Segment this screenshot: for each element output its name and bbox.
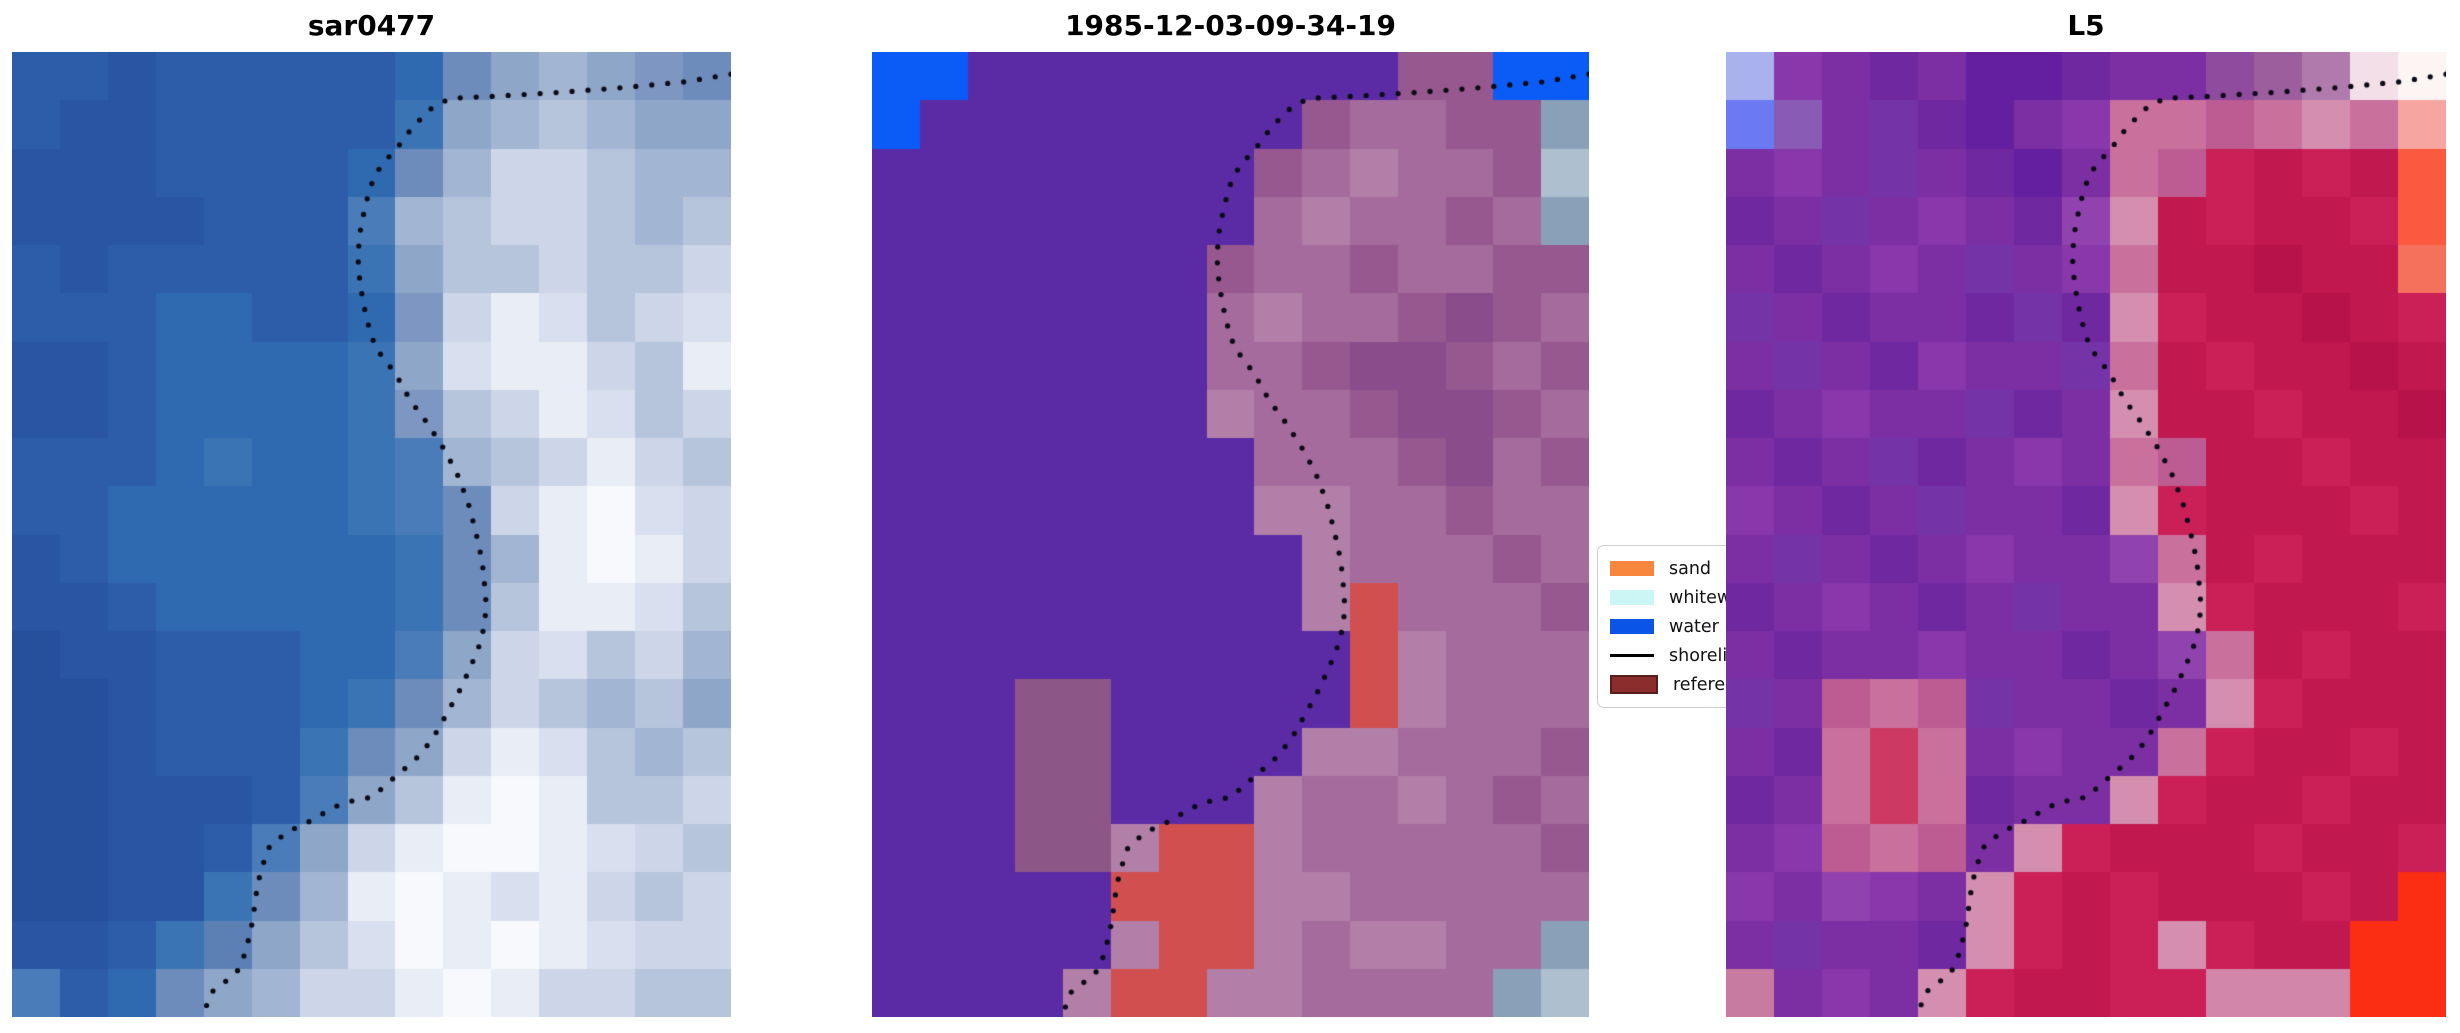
l5-image-canvas bbox=[1726, 52, 2446, 1017]
panel-l5-title: L5 bbox=[2067, 9, 2105, 42]
panel-classified-title: 1985-12-03-09-34-19 bbox=[1065, 9, 1396, 42]
legend-entry-water: water bbox=[1610, 612, 1818, 641]
panel-sar-title: sar0477 bbox=[307, 9, 436, 42]
classified-image-canvas bbox=[872, 52, 1589, 1017]
panel-sar: sar0477 bbox=[12, 0, 731, 1017]
reference-swatch-icon bbox=[1610, 675, 1658, 694]
sar-image-canvas bbox=[12, 52, 731, 1017]
legend-label-water: water bbox=[1669, 616, 1719, 637]
sand-swatch-icon bbox=[1610, 561, 1654, 576]
panel-l5: L5 bbox=[1726, 0, 2446, 1017]
whitewater-swatch-icon bbox=[1610, 590, 1654, 605]
water-swatch-icon bbox=[1610, 619, 1654, 634]
legend-entry-sand: sand bbox=[1610, 554, 1818, 583]
panel-classified: 1985-12-03-09-34-19 bbox=[872, 0, 1589, 1017]
shoreline-line-icon bbox=[1610, 654, 1654, 657]
legend-label-sand: sand bbox=[1669, 558, 1712, 579]
